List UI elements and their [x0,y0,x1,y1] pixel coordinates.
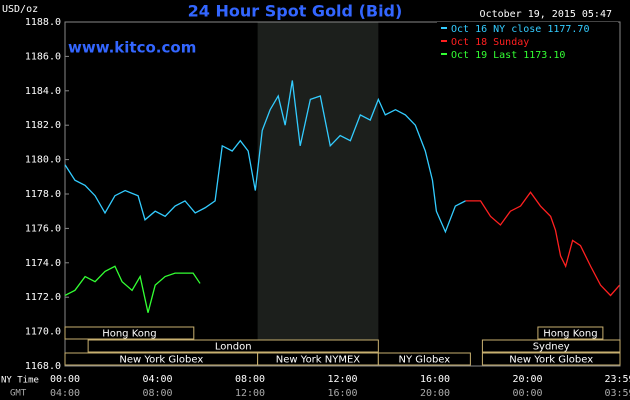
series-line [465,191,621,297]
series-line [64,265,201,313]
y-tick-label: 1180.0 [25,155,61,166]
session-label: New York NYMEX [276,355,361,366]
session-box [481,339,621,353]
session-label: London [215,342,252,353]
x2-tick-label: 03:59 [604,388,630,399]
x-tick-label: 08:00 [235,374,265,385]
x-tick-label: 16:00 [420,374,450,385]
x2-tick-label: 20:00 [420,388,450,399]
legend-label: Oct 19 Last 1173.10 [451,50,565,61]
session-label: Sydney [533,342,570,353]
x2-tick-label: 00:00 [512,388,542,399]
y-tick-label: 1174.0 [25,258,61,269]
x-tick-label: 20:00 [512,374,542,385]
y-tick-label: 1182.0 [25,120,61,131]
y-tick-label: 1170.0 [25,327,61,338]
timestamp: October 19, 2015 05:47 [480,9,612,20]
x-tick-label: 00:00 [50,374,80,385]
legend-label: Oct 18 Sunday [451,37,529,48]
y-tick-label: 1178.0 [25,189,61,200]
shaded-band [257,22,379,366]
site: www.kitco.com [68,39,196,57]
session-label: New York Globex [509,355,593,366]
x2-tick-label: 04:00 [50,388,80,399]
session-box [481,352,621,366]
unit-label: USD/oz [2,4,38,15]
y-tick-label: 1176.0 [25,223,61,234]
x-tick-label: 23:59 [604,374,630,385]
x-tick-label: 04:00 [142,374,172,385]
legend-label: Oct 16 NY close 1177.70 [451,24,589,35]
session-box [87,339,379,353]
y-tick-label: 1168.0 [25,361,61,372]
x-axis-label: NY Time [1,376,39,386]
y-tick-label: 1188.0 [25,17,61,28]
legend: Oct 16 NY close 1177.70 Oct 18 Sunday Oct … [437,22,618,61]
x2-axis-label: GMT [10,389,27,399]
session-box [537,326,604,340]
y-tick-label: 1186.0 [25,51,61,62]
session-label: New York Globex [119,355,203,366]
session-label: Hong Kong [102,329,156,340]
x2-tick-label: 16:00 [327,388,357,399]
x-tick-label: 12:00 [327,374,357,385]
session-box [377,352,471,366]
legend-box [437,22,618,60]
y-tick-label: 1184.0 [25,86,61,97]
series-line [64,80,466,234]
session-label: NY Globex [399,355,451,366]
y-tick-label: 1172.0 [25,292,61,303]
x2-tick-label: 12:00 [235,388,265,399]
session-box [64,326,195,340]
chart-title: 24 Hour Spot Gold (Bid) [188,2,403,21]
x2-tick-label: 08:00 [142,388,172,399]
session-label: Hong Kong [543,329,597,340]
